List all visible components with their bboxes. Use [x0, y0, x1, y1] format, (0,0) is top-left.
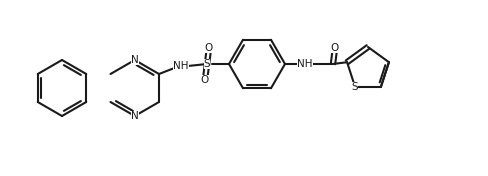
Text: O: O: [205, 43, 213, 53]
Text: NH: NH: [173, 61, 189, 71]
Text: S: S: [352, 82, 358, 92]
Text: NH: NH: [297, 59, 313, 69]
Text: N: N: [131, 111, 139, 121]
Text: O: O: [331, 43, 339, 53]
Text: O: O: [201, 75, 209, 85]
Text: S: S: [203, 59, 210, 69]
Text: N: N: [131, 55, 139, 65]
